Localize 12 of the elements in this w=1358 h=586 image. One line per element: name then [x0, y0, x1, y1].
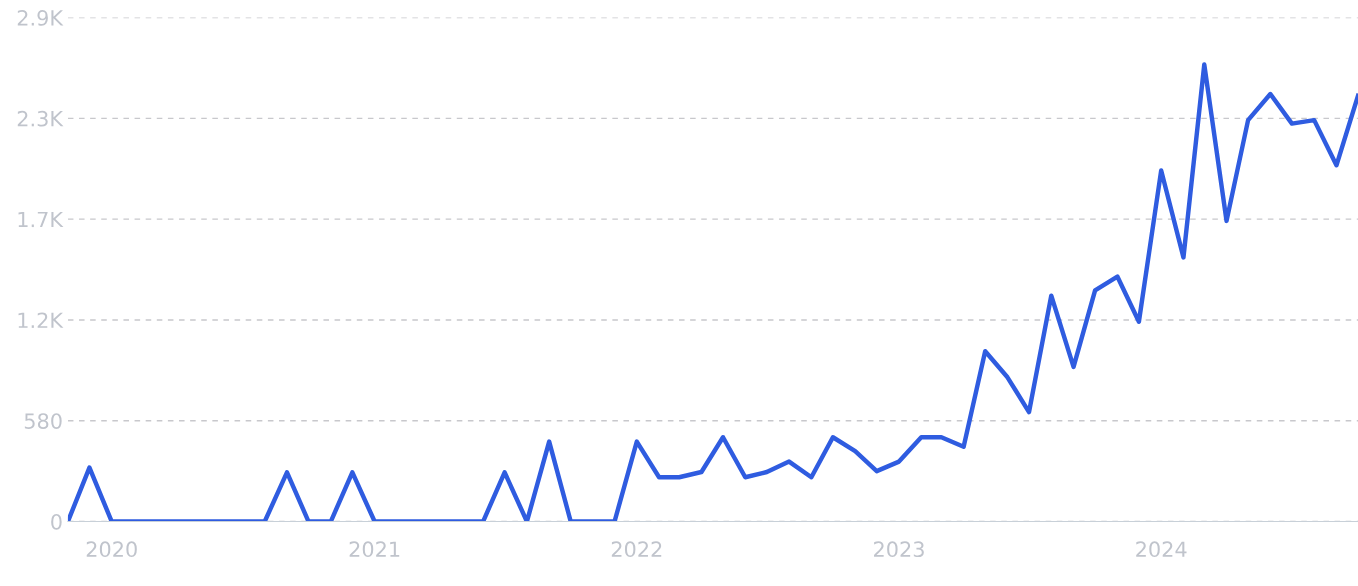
y-tick-label: 2.9K — [17, 10, 64, 26]
x-tick-label: 2024 — [1136, 541, 1187, 558]
x-tick-label: 2023 — [874, 541, 924, 558]
x-tick-label: 2022 — [611, 541, 662, 558]
y-tick-label: 580 — [24, 413, 62, 429]
x-tick-label: 2020 — [86, 541, 137, 558]
y-tick-label: 2.3K — [17, 110, 64, 127]
line-series — [67, 62, 1358, 522]
x-tick-label: 2021 — [349, 541, 400, 558]
y-tick-label: 1.7K — [18, 211, 64, 228]
y-tick-label: 1.2K — [18, 312, 64, 328]
y-tick-label: 0 — [51, 513, 62, 530]
